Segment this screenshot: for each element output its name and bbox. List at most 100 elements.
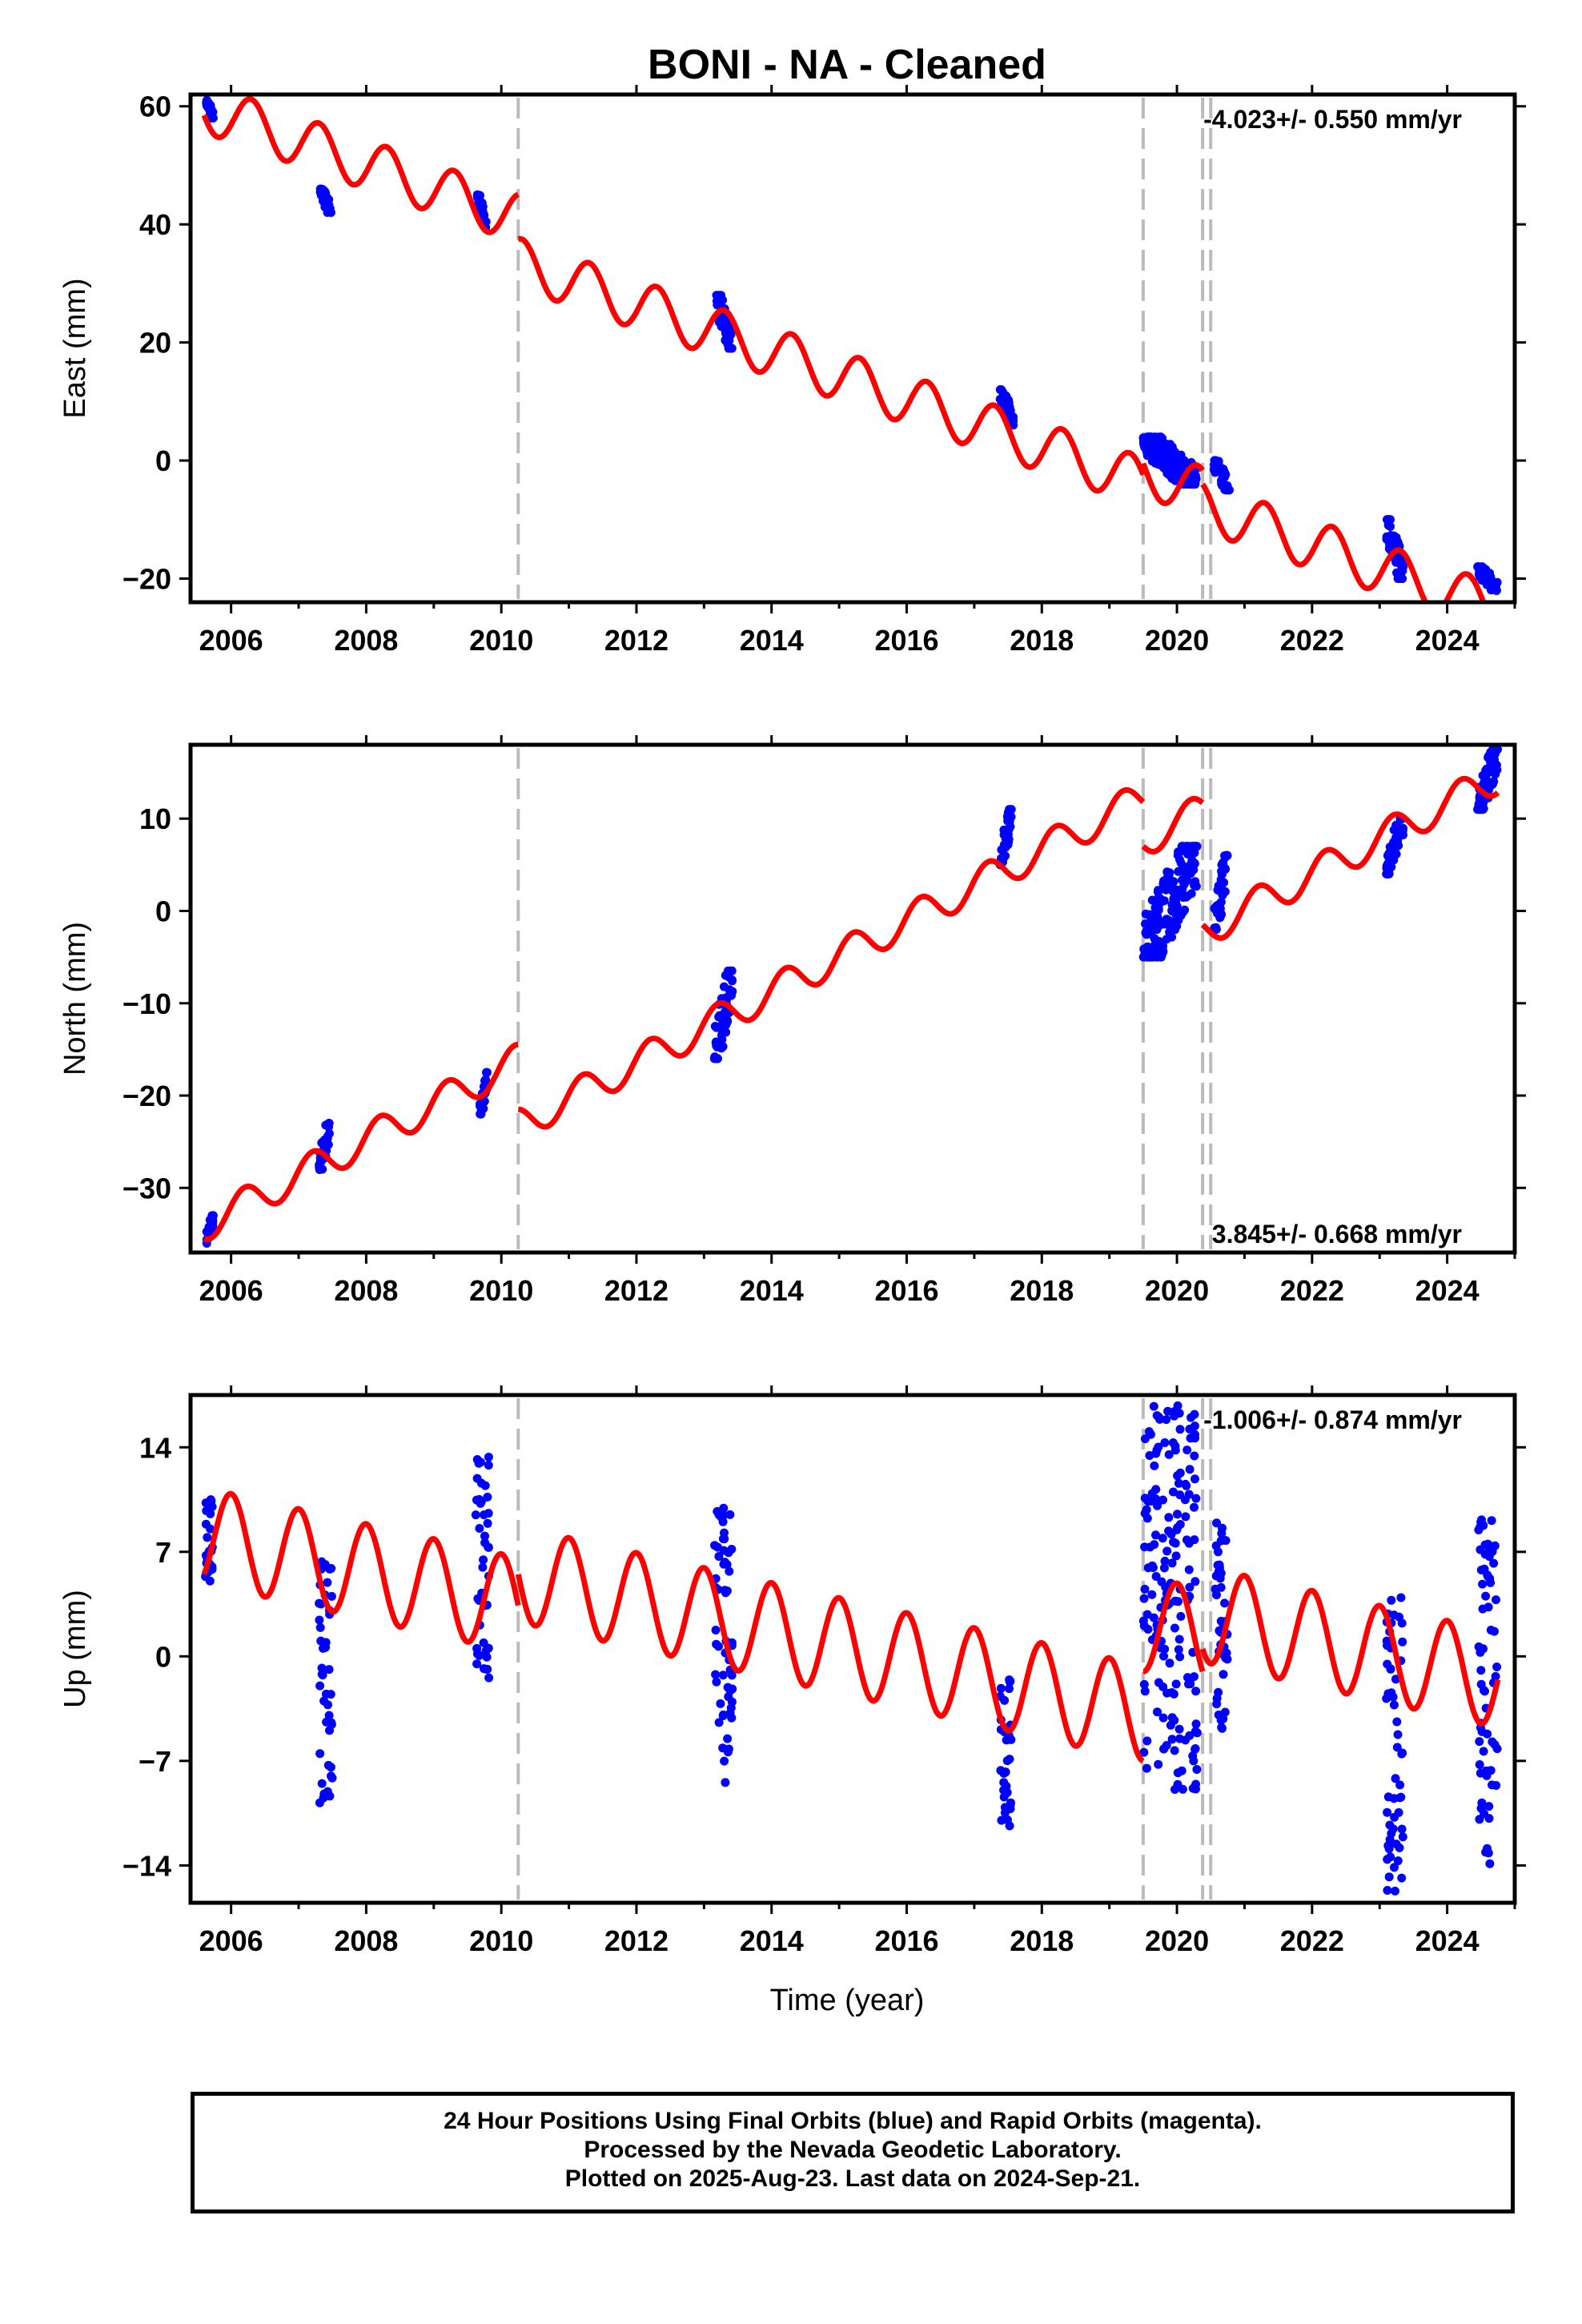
data-point [1174, 1634, 1184, 1644]
y-tick-label: −7 [139, 1745, 171, 1778]
data-point [484, 1453, 493, 1462]
y-tick-label: −20 [122, 1080, 171, 1112]
up-rate-label: -1.006+/- 0.874 mm/yr [1203, 1405, 1462, 1434]
data-point [1168, 887, 1178, 896]
data-point [1140, 1584, 1150, 1594]
data-point [324, 1665, 334, 1675]
data-point [1167, 932, 1176, 942]
data-point [1152, 1411, 1162, 1421]
data-point [720, 1586, 729, 1595]
data-point [999, 1778, 1009, 1787]
north-y-axis-label: North (mm) [58, 922, 92, 1076]
data-point [1158, 1495, 1167, 1505]
data-point [1181, 1512, 1191, 1522]
data-point [1190, 1451, 1199, 1461]
east-y-axis-label: East (mm) [58, 278, 92, 418]
east-frame [188, 92, 1517, 605]
data-point [484, 1673, 494, 1683]
data-point [1144, 1427, 1154, 1437]
data-point [1153, 1707, 1162, 1717]
data-point [1141, 909, 1150, 919]
data-point [1479, 1747, 1488, 1756]
data-point [720, 1756, 729, 1766]
x-tick-label: 2006 [199, 1274, 263, 1307]
east-model-segment [1200, 482, 1487, 602]
data-point [484, 1461, 493, 1470]
data-point [1139, 1594, 1149, 1603]
data-point [1160, 1556, 1170, 1566]
y-tick-label: 60 [139, 90, 171, 123]
data-point [727, 1545, 737, 1554]
y-tick-label: 14 [139, 1431, 171, 1464]
data-point [1173, 1510, 1182, 1519]
data-point [1480, 1550, 1490, 1559]
data-point [1484, 1602, 1493, 1612]
data-point [1168, 468, 1178, 478]
data-point [1212, 458, 1222, 468]
data-point [1492, 577, 1502, 587]
data-point [1481, 1848, 1491, 1857]
data-point [1477, 1515, 1486, 1525]
data-point [1388, 533, 1398, 542]
data-point [1191, 1474, 1199, 1484]
data-point [1391, 1839, 1401, 1849]
x-tick-label: 2014 [740, 624, 804, 657]
x-tick-label: 2018 [1010, 1924, 1074, 1957]
data-point [1170, 1785, 1179, 1794]
data-point [1186, 1433, 1195, 1443]
data-point [1191, 877, 1200, 887]
data-point [719, 1503, 729, 1513]
data-point [1483, 769, 1492, 778]
data-point [1003, 1815, 1012, 1825]
east-model-segment [517, 235, 1146, 494]
data-point [1154, 898, 1164, 907]
data-point [321, 1689, 331, 1699]
data-point [711, 1670, 721, 1679]
north-model-segment [518, 786, 1146, 1130]
y-tick-label: 0 [155, 895, 171, 927]
data-point [475, 1494, 484, 1504]
data-point [1006, 1676, 1015, 1686]
data-point [1395, 1780, 1405, 1790]
data-point [718, 1517, 728, 1526]
data-point [1158, 1713, 1168, 1723]
data-point [1223, 485, 1232, 495]
data-point [1486, 1626, 1496, 1634]
x-tick-label: 2020 [1145, 1274, 1209, 1307]
footer-box: 24 Hour Positions Using Final Orbits (bl… [191, 2092, 1515, 2213]
data-point [1178, 884, 1187, 894]
data-point [1212, 1518, 1222, 1528]
data-point [1492, 1595, 1500, 1605]
data-point [1144, 436, 1154, 446]
data-point [1391, 1886, 1399, 1896]
data-point [1140, 1687, 1150, 1696]
data-point [321, 1638, 331, 1647]
x-tick-label: 2006 [199, 624, 263, 657]
data-point [713, 300, 722, 310]
data-point [1484, 1802, 1494, 1811]
data-point [1395, 830, 1404, 840]
data-point [1493, 745, 1502, 754]
data-point [1182, 875, 1192, 885]
data-point [1142, 1736, 1152, 1746]
footer-line-3: Plotted on 2025-Aug-23. Last data on 202… [564, 2165, 1141, 2192]
data-point [724, 1692, 733, 1702]
data-point [1173, 1523, 1182, 1533]
data-point [1482, 1771, 1492, 1780]
data-point [1190, 848, 1199, 858]
data-point [711, 1054, 721, 1063]
y-tick-label: 0 [155, 1640, 171, 1673]
north-model-segment [203, 1041, 519, 1242]
data-point [1170, 1623, 1179, 1633]
data-point [1215, 1626, 1224, 1635]
data-point [484, 1509, 493, 1518]
data-point [1391, 554, 1401, 564]
y-tick-label: 10 [139, 802, 171, 835]
data-point [1184, 1490, 1194, 1499]
data-point [718, 1042, 728, 1051]
data-point [1146, 929, 1155, 939]
data-point [1142, 1610, 1152, 1619]
data-point [1182, 1445, 1192, 1455]
data-point [999, 830, 1009, 839]
